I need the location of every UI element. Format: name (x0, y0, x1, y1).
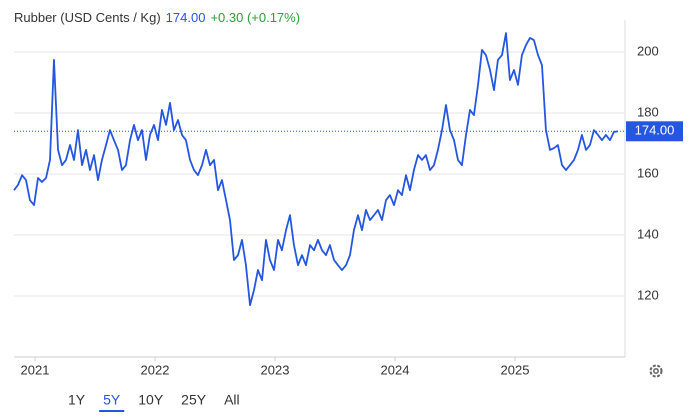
header: Rubber (USD Cents / Kg) 174.00 +0.30 (+0.1… (14, 10, 300, 25)
x-tick-label: 2025 (501, 362, 530, 377)
last-value-badge (626, 121, 683, 142)
x-tick-label: 2024 (381, 362, 410, 377)
chart-title: Rubber (USD Cents / Kg) (14, 10, 161, 25)
y-tick-label: 180 (637, 104, 659, 119)
settings-icon[interactable] (649, 364, 663, 378)
y-tick-label: 140 (637, 226, 659, 241)
range-button[interactable]: All (224, 392, 240, 408)
change: +0.30 (+0.17%) (210, 10, 300, 25)
range-button[interactable]: 10Y (138, 392, 164, 408)
y-tick-label: 160 (637, 165, 659, 180)
y-tick-label: 120 (637, 287, 659, 302)
last-value-label: 174.00 (635, 123, 675, 138)
range-button[interactable]: 5Y (103, 392, 121, 408)
price: 174.00 (166, 10, 206, 25)
x-tick-label: 2022 (141, 362, 170, 377)
x-tick-label: 2023 (261, 362, 290, 377)
price-line (13, 32, 619, 307)
x-tick-label: 2021 (21, 362, 50, 377)
y-tick-label: 200 (637, 43, 659, 58)
range-button[interactable]: 25Y (181, 392, 207, 408)
range-button[interactable]: 1Y (68, 392, 86, 408)
